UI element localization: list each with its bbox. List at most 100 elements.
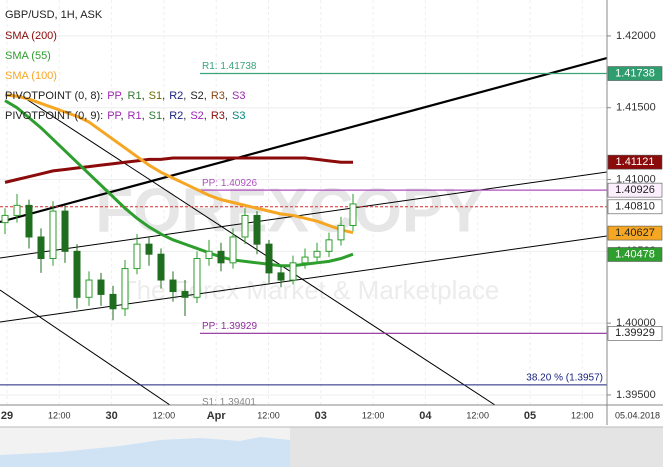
candle-body xyxy=(325,239,333,252)
x-tick-label: 30 xyxy=(105,410,117,422)
x-tick-label: 04 xyxy=(419,410,432,422)
x-tick-label: 12:00 xyxy=(466,410,489,420)
legend-part: , xyxy=(162,90,165,102)
candle-body xyxy=(289,262,297,281)
legend-part: , xyxy=(183,90,186,102)
legend-part: , xyxy=(225,90,228,102)
legend-part: PP xyxy=(107,110,121,122)
candle-body xyxy=(13,204,21,216)
sma-line xyxy=(4,93,354,235)
legend-part: PIVOTPOINT (0, 8): xyxy=(5,90,103,102)
navigator xyxy=(0,426,663,467)
pivot-label: R1: 1.41738 xyxy=(202,61,257,72)
price-tag-label: 1.40810 xyxy=(615,201,655,213)
candle-body xyxy=(181,291,189,298)
legend-part: S3 xyxy=(232,110,245,122)
legend-part: R2 xyxy=(169,90,183,102)
legend-part: S3 xyxy=(232,90,245,102)
candles xyxy=(1,193,357,321)
legend-part: R1 xyxy=(128,90,142,102)
y-tick-label: 1.41500 xyxy=(616,102,656,114)
legend-part: R2 xyxy=(169,110,183,122)
price-tag-label: 1.40478 xyxy=(615,248,655,260)
x-tick-label: 12:00 xyxy=(571,410,594,420)
date-label: 05.04.2018 xyxy=(615,410,660,420)
legend-part: PP xyxy=(107,90,121,102)
legend-entry: SMA (100) xyxy=(5,70,57,82)
candle-body xyxy=(97,279,105,295)
y-tick-label: 1.39500 xyxy=(616,389,656,401)
price-tag-label: 1.41121 xyxy=(616,156,655,168)
candle-body xyxy=(85,279,93,298)
x-tick-label: 12:00 xyxy=(153,410,176,420)
legend-part: R1 xyxy=(128,110,142,122)
legend-part: S1 xyxy=(149,90,162,102)
price-tag xyxy=(607,182,663,198)
price-tag xyxy=(607,199,663,215)
legend-part: , xyxy=(204,90,207,102)
candle-body xyxy=(37,236,45,260)
legend-entry: SMA (200) xyxy=(5,30,57,42)
price-tag-label: 1.41738 xyxy=(615,67,655,79)
price-tag xyxy=(607,247,663,262)
x-tick-label: 29 xyxy=(1,410,13,422)
x-tick-label: 03 xyxy=(315,410,327,422)
price-tag-label: 1.39929 xyxy=(615,327,655,339)
legend-entry: PIVOTPOINT (0, 8): PP, R1, S1, R2, S2, R3, S3 xyxy=(5,90,245,102)
price-tag xyxy=(607,326,663,341)
legend: GBP/USD, 1H, ASK SMA (200) SMA (55) SMA (1… xyxy=(5,9,245,122)
x-tick-label: 12:00 xyxy=(48,410,71,420)
price-tag-label: 1.40627 xyxy=(615,227,655,239)
candle-body xyxy=(49,210,57,260)
grid xyxy=(0,0,607,405)
candle-body xyxy=(73,250,81,298)
x-tick-label: 05 xyxy=(524,410,536,422)
candle-body xyxy=(169,279,177,293)
legend-part: , xyxy=(120,90,123,102)
legend-part: , xyxy=(120,110,123,122)
candle-body xyxy=(205,250,213,260)
legend-part: PIVOTPOINT (0, 9): xyxy=(5,110,103,122)
candle-body xyxy=(301,256,309,264)
legend-part: R3 xyxy=(211,90,225,102)
x-tick-label: 12:00 xyxy=(362,410,385,420)
candle-body xyxy=(313,250,321,258)
watermark-sub: The Forex Market & Marketplace xyxy=(121,275,500,305)
x-tick-label: Apr xyxy=(207,410,227,422)
legend-part: S1 xyxy=(149,110,162,122)
candle-body xyxy=(265,243,273,274)
candle-body xyxy=(217,250,225,264)
candle-body xyxy=(253,214,261,245)
price-tag xyxy=(607,154,663,170)
y-tick-label: 1.42000 xyxy=(616,30,656,42)
trend-line xyxy=(0,171,607,259)
legend-part: R3 xyxy=(211,110,225,122)
legend-part: , xyxy=(142,90,145,102)
price-tag xyxy=(607,66,663,81)
watermark: FOREXCOPY The Forex Market & Marketplace xyxy=(95,176,499,305)
candle-body xyxy=(133,243,141,270)
watermark-text: FOREXCOPY xyxy=(95,176,484,245)
candle-body xyxy=(109,293,117,310)
trend-line xyxy=(0,56,607,224)
fib-label: 38.20 % (1.3957) xyxy=(526,373,603,384)
navigator-area xyxy=(0,437,290,467)
candle-body xyxy=(145,243,153,255)
pivot-label: S1: 1.39401 xyxy=(202,397,256,408)
legend-part: , xyxy=(162,110,165,122)
candle-body xyxy=(25,204,33,238)
legend-entry: SMA (55) xyxy=(5,50,51,62)
candle-body xyxy=(157,253,165,281)
legend-part: , xyxy=(225,110,228,122)
axes: 1.420001.415001.410001.405001.400001.395… xyxy=(1,30,663,422)
candle-body xyxy=(1,214,9,224)
levels: R1: 1.41738 PP: 1.40926 PP: 1.39929 S1: 1.3… xyxy=(0,61,607,408)
legend-part: , xyxy=(204,110,207,122)
candle-body xyxy=(193,258,201,298)
pivot-label: PP: 1.39929 xyxy=(202,321,257,332)
candle-body xyxy=(229,236,237,264)
legend-part: S2 xyxy=(190,90,203,102)
candle-body xyxy=(61,210,69,252)
